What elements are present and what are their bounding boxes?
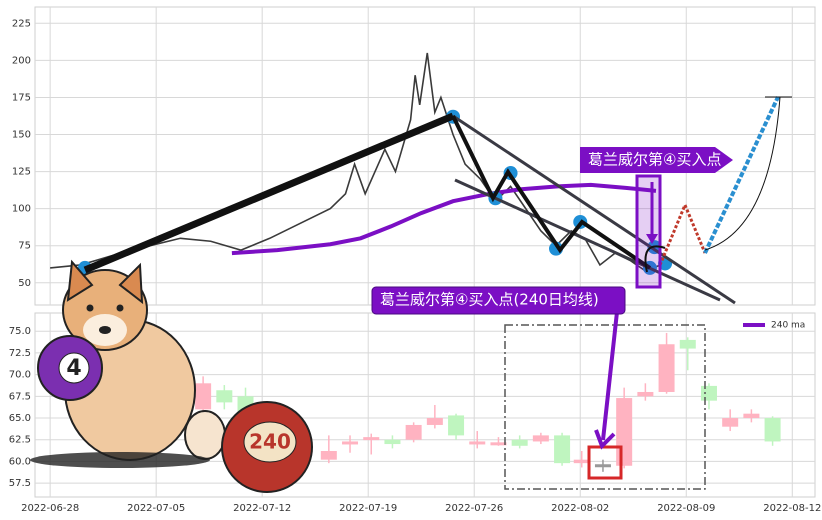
x-tick-label: 2022-07-12 [233,503,291,514]
y-tick-label: 72.5 [9,348,31,359]
y-tick-label: 57.5 [9,478,31,489]
zigzag-line [451,115,652,270]
legend-label: 240 ma [771,321,805,331]
candle-body [722,418,739,427]
ball-spot [58,352,90,384]
candle-body [573,459,590,464]
dog-eye [116,304,124,312]
dog-nose [99,326,111,334]
y-tick-label: 67.5 [9,391,31,402]
trend-line [83,112,455,274]
curve [644,245,666,273]
trend-line [454,178,721,302]
dog-tail [184,410,226,460]
y-tick-label: 60.0 [9,456,31,467]
candle-body [469,441,486,445]
y-tick-label: 125 [12,167,31,178]
dog-ear [66,259,94,302]
candle-body [195,383,212,410]
candle-body [405,424,422,440]
candle-body [216,390,233,403]
focus-box [504,324,706,490]
y-tick-label: 75 [18,241,31,252]
x-tick-label: 2022-07-26 [445,503,503,514]
ball-label: 240 [249,430,291,454]
arrow [601,311,619,441]
y-tick-label: 175 [12,92,31,103]
candle-body [637,391,654,397]
y-tick-label: 65.0 [9,413,31,424]
dog-ear [118,262,144,305]
focus-box [587,445,623,480]
x-tick-label: 2022-08-02 [551,503,609,514]
x-tick-label: 2022-08-12 [763,503,821,514]
highlight-box [635,174,662,289]
arrow-head [594,429,616,450]
candle-body [700,385,717,401]
y-tick-label: 70.0 [9,370,31,381]
dog-eye [86,304,94,312]
candle-body [616,398,633,466]
candle-body [490,442,507,446]
arrow-head [646,234,658,244]
candle-body [448,415,465,436]
candle-body [342,441,359,445]
annotation: 葛兰威尔第④买入点(240日均线) [380,291,599,309]
annotation: 葛兰威尔第④买入点 [588,151,721,169]
candle-body [320,451,337,460]
ball-label: 4 [66,356,81,381]
x-tick-label: 2022-08-09 [657,503,715,514]
candle-body [594,464,611,468]
candle-body [384,439,401,445]
projection-line [658,201,707,266]
arrow-label-box [580,147,733,173]
ball-spot [243,421,297,463]
candle-body [363,437,380,441]
y-tick-label: 100 [12,204,31,215]
label-box [371,286,626,315]
x-tick-label: 2022-07-05 [127,503,185,514]
annotation-lines [83,96,792,490]
illustration: 4 240 [30,259,313,493]
candle-body [764,418,781,442]
projection-line [703,96,780,254]
candle-body [743,413,760,419]
x-tick-label: 2022-06-28 [21,503,79,514]
candle-body [426,418,443,425]
y-tick-label: 200 [12,55,31,66]
candle-body [658,344,675,392]
trend-line [452,114,736,305]
candle-body [554,435,571,464]
candle-body [532,435,549,442]
x-tick-label: 2022-07-19 [339,503,397,514]
y-tick-label: 225 [12,18,31,29]
y-tick-label: 75.0 [9,326,31,337]
shadow [30,452,210,468]
y-tick-label: 50 [18,278,31,289]
curve [704,96,781,251]
y-tick-label: 62.5 [9,435,31,446]
candle-body [679,339,696,349]
y-tick-label: 150 [12,130,31,141]
series-line [231,182,657,256]
candle-body [511,439,528,446]
